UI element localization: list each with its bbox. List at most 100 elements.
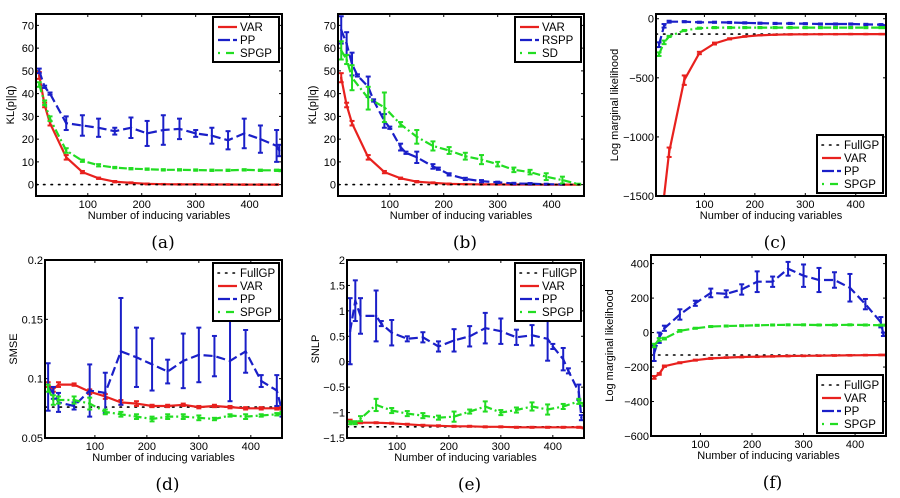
data-point <box>662 24 666 28</box>
error-bar <box>358 415 364 423</box>
data-point <box>345 58 348 61</box>
error-bar <box>656 372 662 376</box>
error-bar <box>576 383 582 401</box>
data-point <box>213 404 216 408</box>
error-bar <box>772 33 778 36</box>
data-point <box>452 339 456 342</box>
error-bar <box>681 74 687 86</box>
y-tick-label: 200 <box>631 293 649 305</box>
data-point <box>546 426 549 429</box>
data-point <box>468 410 471 413</box>
data-point <box>512 182 516 185</box>
error-bar <box>651 375 657 380</box>
data-point <box>431 165 435 168</box>
data-point <box>421 336 425 339</box>
axes-frame <box>44 259 283 439</box>
data-point <box>864 32 868 36</box>
data-point <box>367 156 370 159</box>
error-bar <box>112 165 118 170</box>
data-point <box>698 26 701 30</box>
error-bar <box>739 283 745 296</box>
error-bar <box>42 84 48 89</box>
error-bar <box>772 26 778 30</box>
error-bar <box>344 101 350 109</box>
data-point <box>725 292 728 295</box>
y-tick-label: 30 <box>22 111 34 123</box>
data-point <box>437 167 440 170</box>
error-bar <box>661 336 667 341</box>
error-bar <box>381 91 387 124</box>
data-point <box>431 181 435 185</box>
data-point <box>421 424 425 427</box>
data-point <box>390 422 393 425</box>
data-point <box>882 333 885 336</box>
data-point <box>879 26 883 29</box>
error-bar <box>742 35 748 38</box>
error-bar <box>545 425 551 429</box>
series-pp <box>656 19 886 49</box>
x-tick-label: 400 <box>242 441 260 453</box>
data-point <box>88 389 91 392</box>
error-bar <box>467 325 473 348</box>
error-bar <box>398 142 404 152</box>
legend-label-spgp: SPGP <box>240 307 272 319</box>
error-bar <box>770 323 776 327</box>
error-bar <box>258 406 264 411</box>
data-point <box>345 42 348 45</box>
data-point <box>758 22 762 25</box>
error-bar <box>349 119 355 127</box>
x-axis-label: Number of inducing variables <box>92 452 235 464</box>
error-bar <box>708 325 714 329</box>
error-bar <box>87 396 93 411</box>
data-point <box>415 135 418 139</box>
error-bar <box>112 179 118 184</box>
y-tick-label: 50 <box>22 66 34 78</box>
error-bar <box>787 21 793 26</box>
error-bar <box>527 168 533 176</box>
series-line-var <box>653 353 886 379</box>
error-bar <box>149 415 155 423</box>
error-bar <box>144 167 150 171</box>
data-point <box>657 52 661 56</box>
error-bar <box>565 367 571 375</box>
error-bar <box>96 117 102 138</box>
error-bar <box>420 412 426 420</box>
data-point <box>145 167 149 171</box>
data-point <box>129 181 133 185</box>
error-bar <box>848 26 854 30</box>
y-tick-label: −1.5 <box>323 433 345 445</box>
data-point <box>758 26 762 29</box>
data-point <box>72 398 76 402</box>
error-bar <box>389 319 395 347</box>
error-bar <box>802 22 808 26</box>
series-line-var <box>349 419 584 429</box>
series-line-spgp <box>350 400 584 424</box>
error-bar <box>352 279 358 323</box>
error-bar <box>196 414 202 422</box>
error-bar <box>772 21 778 26</box>
error-bar <box>661 23 667 29</box>
error-bar <box>365 154 371 161</box>
error-bar <box>482 425 488 429</box>
y-tick-label: −1000 <box>623 132 654 144</box>
x-tick-label: 200 <box>138 441 156 453</box>
x-tick-label: 100 <box>79 199 97 211</box>
data-point <box>484 405 487 408</box>
error-bar <box>529 324 535 347</box>
data-point <box>359 314 362 318</box>
data-point <box>129 167 133 170</box>
data-point <box>802 274 805 277</box>
error-bar <box>63 147 69 154</box>
error-bar <box>128 116 134 139</box>
data-point <box>275 389 279 392</box>
series-sd <box>338 40 582 186</box>
data-point <box>657 43 661 46</box>
data-point <box>833 278 836 282</box>
y-tick-label: 0 <box>643 328 649 340</box>
error-bar <box>831 323 837 327</box>
error-bar <box>241 168 247 172</box>
y-axis-label: Log marginal likelihood <box>604 289 616 402</box>
error-bar <box>817 22 823 26</box>
data-point <box>150 404 154 408</box>
y-tick-label: 40 <box>324 89 336 101</box>
